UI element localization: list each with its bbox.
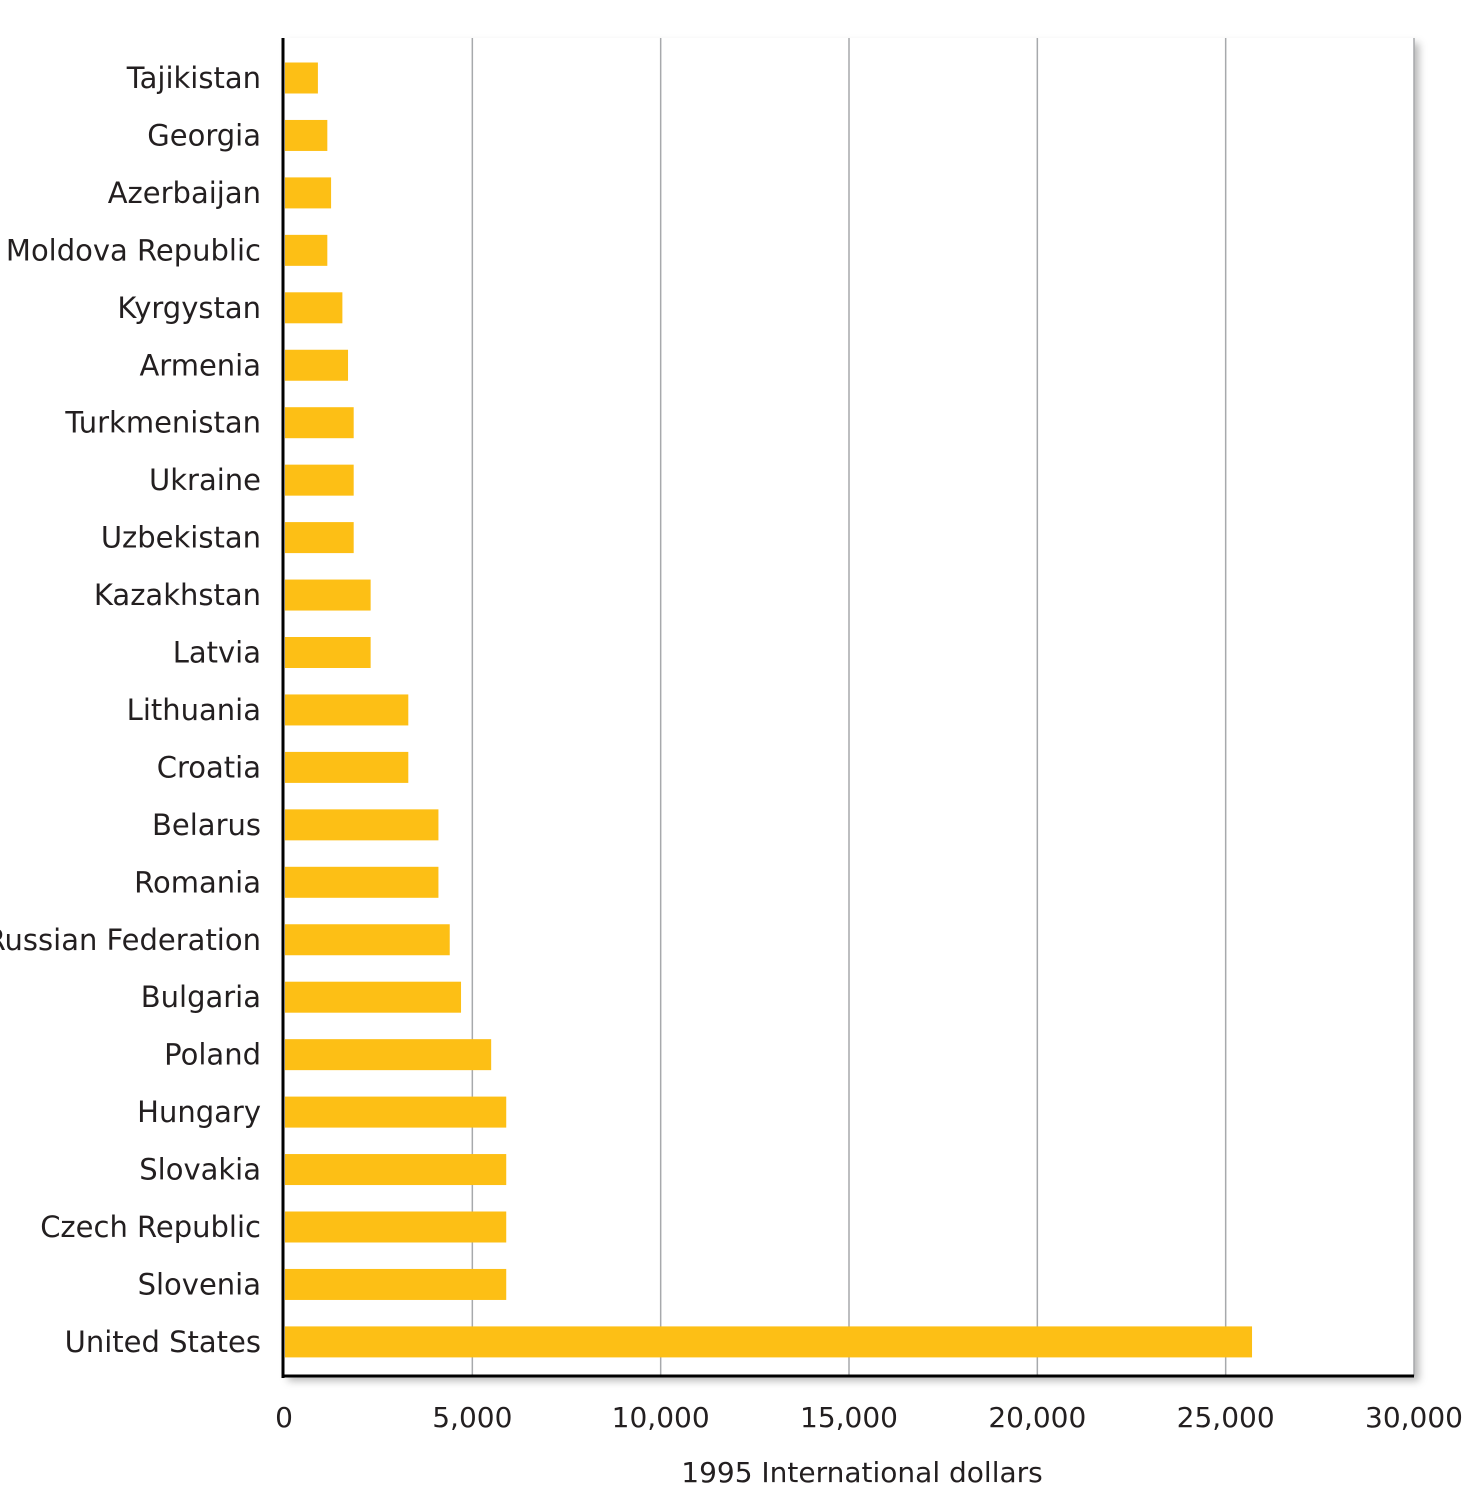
x-tick-label: 25,000 [1177,1401,1275,1434]
bar [285,866,439,898]
category-label: Bulgaria [141,980,261,1014]
axes [281,38,1414,1378]
gridlines [471,38,1415,1376]
category-label: Romania [134,865,261,899]
bar [285,119,328,151]
bar [285,637,371,668]
category-label: Ukraine [149,463,261,497]
category-label: Slovenia [138,1267,261,1301]
bar [285,522,354,554]
x-tick-label: 0 [275,1401,293,1434]
category-label: Turkmenistan [64,406,261,440]
category-label: Kazakhstan [94,578,261,612]
x-tick-label: 10,000 [612,1401,710,1434]
category-label: Latvia [173,636,261,670]
x-tick-label: 20,000 [988,1401,1086,1434]
x-tick-label: 15,000 [800,1401,898,1434]
bar [285,1211,507,1243]
category-label: Azerbaijan [108,176,261,210]
bar [285,924,450,956]
x-axis-title: 1995 International dollars [681,1456,1042,1489]
bar [285,1268,507,1300]
tick-labels: 0 5,000 10,000 15,000 20,000 25,000 30,000 [275,1401,1463,1434]
category-label: Uzbekistan [101,521,261,555]
x-tick-label: 30,000 [1365,1401,1463,1434]
bar [285,407,354,439]
category-label: Tajikistan [126,61,261,95]
bars [285,62,1253,1358]
category-label: Armenia [139,348,261,382]
bar [285,981,462,1013]
bar [285,751,409,783]
category-label: Lithuania [127,693,261,727]
category-label: United States [65,1325,261,1359]
bar [285,464,354,496]
bar [285,62,318,94]
category-label: Moldova Republic [6,233,261,267]
category-label: Kyrgystan [117,291,261,325]
bar [285,1039,492,1071]
category-label: Croatia [157,750,261,784]
category-label: Belarus [152,808,261,842]
category-label: Czech Republic [40,1210,261,1244]
category-labels: Tajikistan Georgia Azerbaijan Moldova Repub… [0,61,261,1359]
category-label: Slovakia [139,1153,261,1187]
category-label: Russian Federation [0,923,261,957]
bar [285,1096,507,1128]
bar [285,349,349,381]
category-label: Hungary [137,1095,261,1129]
bar [285,234,328,266]
bar [285,292,343,324]
category-label: Georgia [147,118,261,152]
bar [285,579,371,611]
category-label: Poland [164,1038,261,1072]
bar [285,177,332,209]
bar [285,809,439,841]
bar [285,1326,1253,1358]
bar [285,1154,507,1186]
bar [285,694,409,726]
x-tick-label: 5,000 [432,1401,512,1434]
